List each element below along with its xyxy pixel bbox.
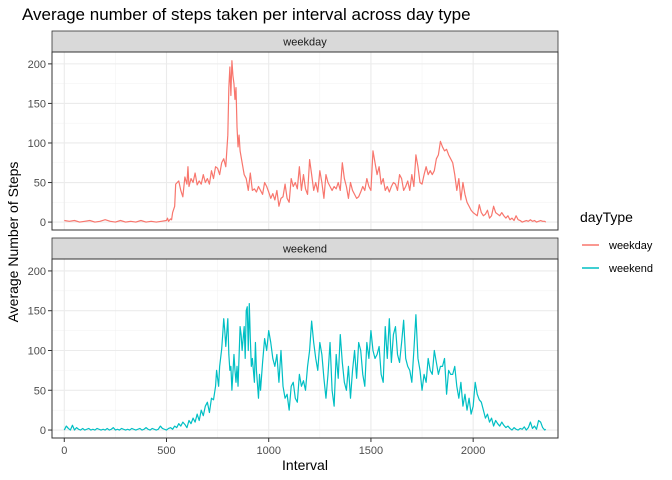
x-tick-label: 2000 xyxy=(461,445,485,457)
y-tick-label: 50 xyxy=(34,178,46,190)
legend: dayType weekday weekend xyxy=(580,209,653,275)
x-tick-label: 500 xyxy=(157,445,175,457)
panel-weekday: weekday 0 50 100 150 200 xyxy=(28,30,559,231)
panel-background xyxy=(52,259,558,438)
y-tick-label: 150 xyxy=(28,98,46,110)
legend-label-weekend: weekend xyxy=(608,263,653,275)
y-tick-label: 200 xyxy=(28,59,46,71)
series-line-weekday xyxy=(64,60,547,223)
y-tick-label: 100 xyxy=(28,138,46,150)
x-tick-label: 1500 xyxy=(359,445,383,457)
series-line-weekend xyxy=(63,302,547,431)
y-tick-label: 50 xyxy=(34,385,46,397)
y-tick-label: 0 xyxy=(40,425,46,437)
y-tick-label: 150 xyxy=(28,306,46,318)
x-axis-title: Interval xyxy=(282,457,328,473)
facet-strip-label: weekend xyxy=(282,244,327,256)
legend-title: dayType xyxy=(580,209,633,225)
panel-background xyxy=(52,52,558,230)
y-tick-label: 200 xyxy=(28,266,46,278)
panel-border xyxy=(51,258,559,439)
legend-label-weekday: weekday xyxy=(608,240,653,252)
x-tick-label: 0 xyxy=(61,445,67,457)
y-axis-title: Average Number of Steps xyxy=(5,162,21,323)
x-tick-label: 1000 xyxy=(256,445,280,457)
y-tick-label: 100 xyxy=(28,345,46,357)
y-tick-label: 0 xyxy=(40,217,46,229)
chart-title: Average number of steps taken per interv… xyxy=(22,5,471,24)
facet-strip-label: weekday xyxy=(282,37,327,49)
panel-border xyxy=(51,51,559,231)
